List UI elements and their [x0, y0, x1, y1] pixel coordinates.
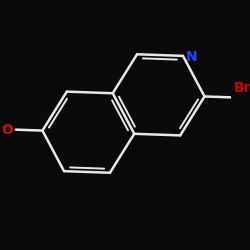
Text: N: N [186, 50, 197, 64]
Text: Br: Br [234, 81, 250, 95]
Text: O: O [1, 123, 13, 137]
